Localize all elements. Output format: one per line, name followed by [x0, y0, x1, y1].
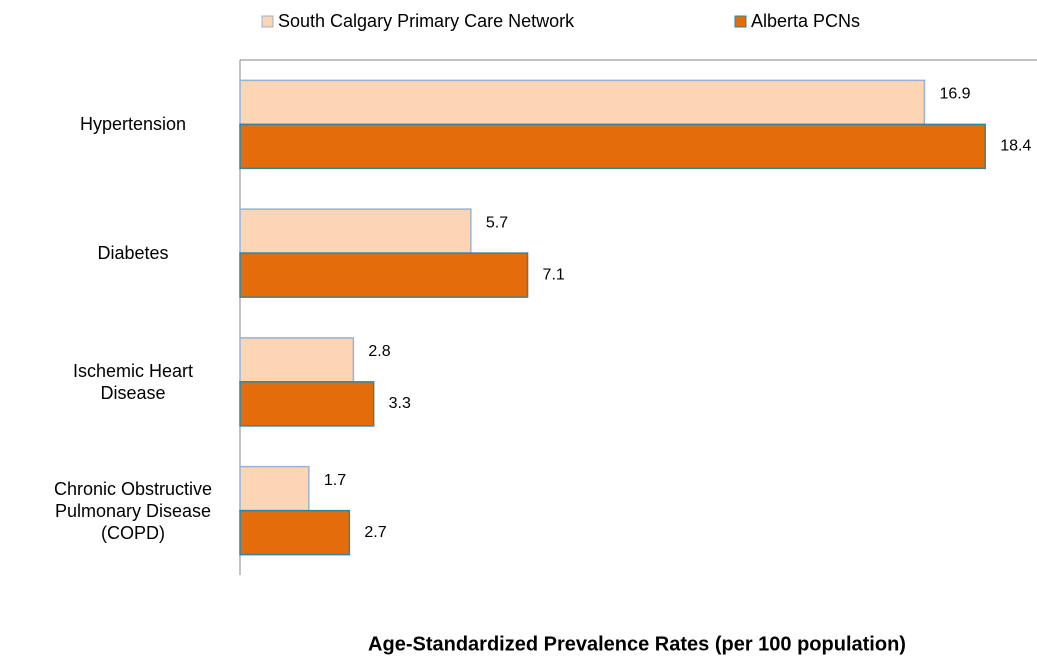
value-label: 5.7 [486, 214, 508, 231]
y-tick-label: Hypertension [79, 114, 187, 135]
bar [239, 79, 926, 126]
bar [239, 208, 472, 254]
bar [239, 465, 310, 512]
legend-swatch [261, 15, 274, 28]
value-label: 7.1 [543, 266, 565, 283]
value-label: 2.8 [368, 343, 390, 360]
x-axis-title: Age-Standardized Prevalence Rates (per 1… [368, 633, 906, 655]
value-label: 18.4 [1000, 138, 1031, 155]
value-label: 1.7 [324, 472, 346, 489]
legend-swatch [734, 15, 747, 28]
y-tick-label: Diabetes [97, 243, 169, 264]
bar [239, 252, 529, 298]
bar [239, 123, 986, 170]
legend-label: Alberta PCNs [751, 11, 860, 31]
value-label: 16.9 [939, 86, 970, 103]
bar [239, 509, 351, 556]
y-tick-label: Ischemic Heart Disease [72, 360, 194, 403]
value-label: 2.7 [364, 524, 386, 541]
value-label: 3.3 [389, 395, 411, 412]
y-tick-label: Chronic Obstructive Pulmonary Disease (C… [53, 478, 213, 543]
bar [239, 381, 375, 427]
legend-label: South Calgary Primary Care Network [278, 11, 575, 31]
bar [239, 337, 355, 383]
